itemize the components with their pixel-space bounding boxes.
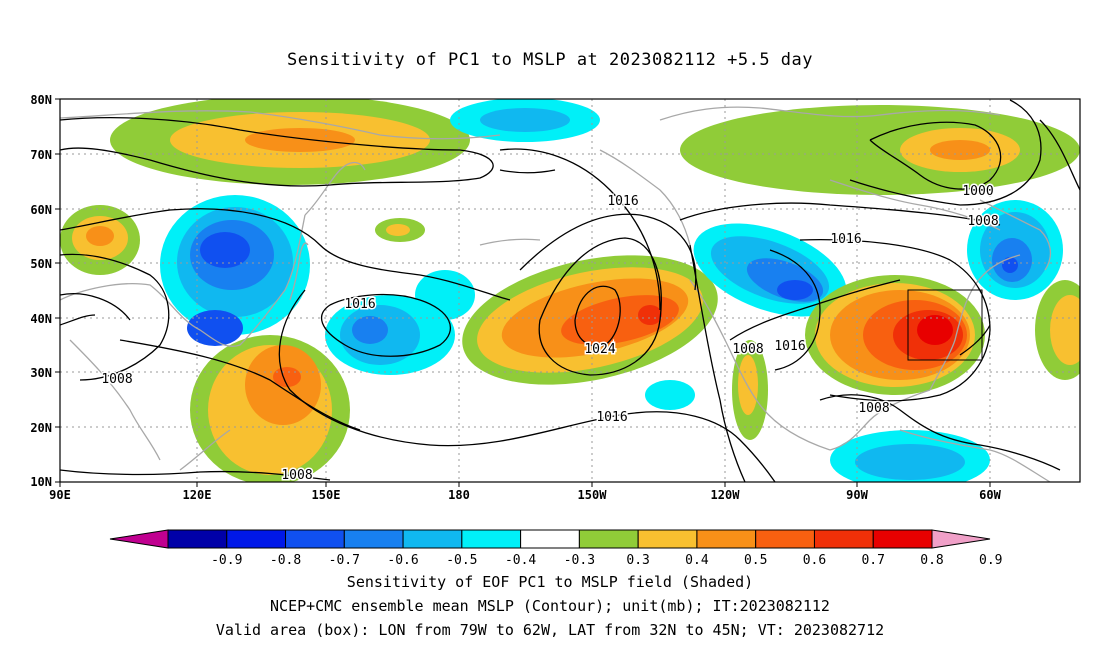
colorbar-tick-label: 0.5 (744, 553, 767, 568)
colorbar (109, 529, 991, 549)
colorbar-tick-label: -0.5 (446, 553, 477, 568)
contour-label: 1016 (344, 297, 375, 312)
lon-label: 90E (49, 488, 71, 502)
colorbar-tick-label: -0.8 (270, 553, 301, 568)
colorbar-swatch (872, 529, 933, 549)
lat-label: 40N (30, 312, 52, 326)
contour-label: 1008 (967, 214, 998, 229)
lat-ticks (55, 98, 60, 483)
colorbar-swatch (226, 529, 287, 549)
lat-label: 10N (30, 475, 52, 489)
contour-label: 1016 (596, 410, 627, 425)
lat-label: 30N (30, 366, 52, 380)
lon-label: 120E (183, 488, 212, 502)
colorbar-swatch (167, 529, 228, 549)
lon-label: 180 (448, 488, 470, 502)
caption-line-2: NCEP+CMC ensemble mean MSLP (Contour); u… (270, 597, 830, 615)
map-plot-area (60, 99, 1080, 482)
grid-lines (60, 99, 1080, 482)
plot-frame (59, 98, 1081, 483)
colorbar-max-arrow (931, 529, 991, 549)
colorbar-tick-label: 0.8 (920, 553, 943, 568)
colorbar-tick-label: -0.6 (387, 553, 418, 568)
colorbar-tick-label: 0.3 (626, 553, 649, 568)
contour-label: 1000 (962, 184, 993, 199)
contour-label: 1016 (607, 194, 638, 209)
contour-label: 1008 (101, 372, 132, 387)
lon-labels: 90E 120E 150E 180 150W 120W 90W 60W (49, 488, 1001, 502)
colorbar-swatch (520, 529, 580, 549)
colorbar-swatch (578, 529, 639, 549)
colorbar-swatch (696, 529, 757, 549)
colorbar-tick-label: 0.6 (803, 553, 826, 568)
contour-label: 1008 (858, 401, 889, 416)
lat-label: 70N (30, 148, 52, 162)
colorbar-tick-label: 0.4 (685, 553, 709, 568)
valid-area-box (907, 289, 983, 361)
colorbar-tick-label: -0.3 (564, 553, 595, 568)
caption-line-1: Sensitivity of EOF PC1 to MSLP field (Sh… (346, 573, 754, 591)
contour-label: 1024 (584, 342, 615, 357)
map-title: Sensitivity of PC1 to MSLP at 2023082112… (286, 50, 813, 70)
colorbar-swatch (637, 529, 698, 549)
lon-label: 60W (979, 488, 1001, 502)
colorbar-tick-label: -0.9 (211, 553, 242, 568)
contour-label: 1008 (732, 342, 763, 357)
shading-layer (60, 99, 1080, 482)
coastlines (60, 106, 1052, 482)
colorbar-swatch (343, 529, 404, 549)
colorbar-tick-labels: -0.9 -0.8 -0.7 -0.6 -0.5 -0.4 -0.3 0.3 0.4 0.5 0.6… (211, 553, 1002, 568)
lat-label: 60N (30, 203, 52, 217)
contour-label: 1016 (830, 232, 861, 247)
lon-label: 90W (846, 488, 868, 502)
caption-line-3: Valid area (box): LON from 79W to 62W, L… (215, 621, 885, 639)
colorbar-tick-label: 0.7 (861, 553, 884, 568)
colorbar-min-arrow (109, 529, 169, 549)
lon-label: 150E (312, 488, 341, 502)
colorbar-tick-label: -0.7 (329, 553, 360, 568)
contour-label: 1008 (281, 468, 312, 483)
lat-label: 80N (30, 93, 52, 107)
colorbar-swatch (461, 529, 522, 549)
lon-label: 150W (578, 488, 608, 502)
colorbar-swatch (285, 529, 345, 549)
colorbar-tick-label: -0.4 (505, 553, 536, 568)
lat-label: 50N (30, 257, 52, 271)
mslp-contours (60, 99, 1080, 482)
lat-label: 20N (30, 421, 52, 435)
colorbar-swatch (755, 529, 815, 549)
lon-label: 120W (711, 488, 741, 502)
lon-ticks (59, 482, 991, 487)
contour-label: 1016 (774, 339, 805, 354)
contour-labels: 1016 1016 1024 1016 1008 1016 1008 1008 … (100, 183, 1000, 485)
lat-labels: 80N 70N 60N 50N 40N 30N 20N 10N (30, 93, 52, 489)
colorbar-swatch (813, 529, 874, 549)
colorbar-tick-label: 0.9 (979, 553, 1002, 568)
colorbar-swatch (402, 529, 463, 549)
